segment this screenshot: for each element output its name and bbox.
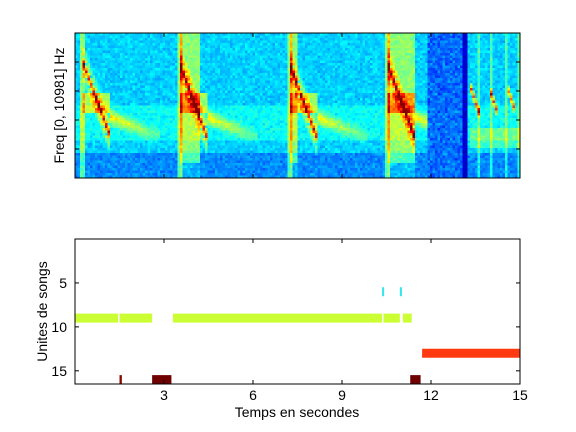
units-x-axis-label: Temps en secondes [235,404,360,420]
y-tick-label-15: 15 [51,363,67,379]
x-tick-label-15: 15 [512,387,528,403]
y-tick-label-10: 10 [51,319,67,335]
spectrogram-ticks [75,33,520,178]
spectrogram-image [75,33,520,178]
unit-segment-10 [410,375,421,384]
x-tick-label-9: 9 [338,387,346,403]
x-tick-label-12: 12 [423,387,439,403]
unit-segment-9 [152,375,172,384]
unit-segment-6 [402,313,412,323]
spectrogram-axes-frame [74,32,521,179]
x-tick-label-6: 6 [249,387,257,403]
units-segments [75,287,520,384]
unit-segment-4 [172,313,383,323]
spectrogram-y-axis-label: Freq [0, 10981] Hz [51,48,67,164]
spectrogram-panel: Freq [0, 10981] Hz [51,32,521,179]
unit-segment-5 [383,313,400,323]
unit-segment-8 [119,375,122,384]
unit-segment-3 [119,313,153,323]
units-background [75,239,520,384]
unit-segment-0 [382,287,385,297]
unit-segment-7 [422,348,520,358]
unit-segment-1 [399,287,402,297]
units-y-axis-label: Unites de songs [34,261,50,361]
y-tick-label-5: 5 [59,275,67,291]
units-y-tick-labels: 5 10 15 [51,275,67,379]
song-units-panel: 3 6 9 12 15 5 10 15 Temps en secondes Unites d… [34,238,528,420]
unit-segment-2 [75,313,119,323]
x-tick-label-3: 3 [160,387,168,403]
units-x-tick-labels: 3 6 9 12 15 [160,387,528,403]
units-axes-frame [74,238,521,385]
